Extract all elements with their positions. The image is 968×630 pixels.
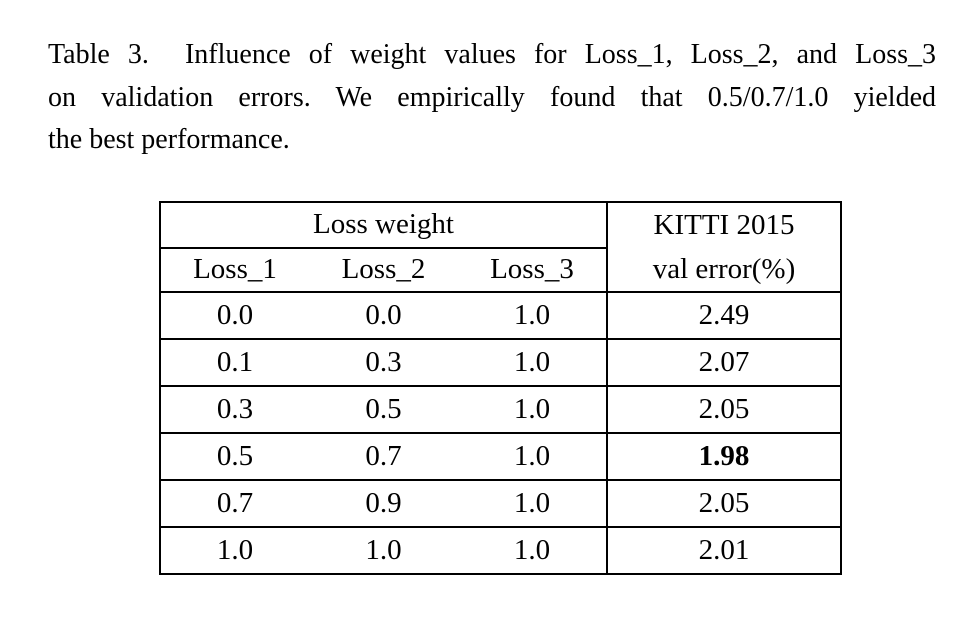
header-kitti-line1: KITTI 2015 [653,208,795,241]
cell-loss3: 1.0 [458,432,607,480]
caption-line-3: the best performance. [48,124,290,155]
cell-loss1: 0.1 [160,338,309,386]
header-row-columns: Loss_1 Loss_2 Loss_3 [160,248,841,293]
loss-weight-results-table: Loss weight KITTI 2015 val error(%) Loss… [159,201,842,575]
cell-loss2: 0.0 [309,291,458,339]
cell-val-error: 2.05 [606,479,841,527]
header-kitti: KITTI 2015 val error(%) [606,202,841,292]
cell-val-error-best: 1.98 [606,432,841,480]
header-loss1: Loss_1 [193,253,277,286]
cell-val-error: 2.49 [606,291,841,339]
table-row: 0.0 0.0 1.0 2.49 [160,291,841,339]
cell-val-error: 2.07 [606,338,841,386]
cell-loss2: 0.9 [309,479,458,527]
cell-loss1: 0.3 [160,385,309,433]
table-row: 1.0 1.0 1.0 2.01 [160,526,841,574]
caption-line-1: Table 3. Influence of weight values for … [48,39,936,70]
cell-loss2: 1.0 [309,526,458,574]
header-kitti-line2: val error(%) [652,252,796,285]
cell-loss1: 0.7 [160,479,309,527]
cell-loss1: 1.0 [160,526,309,574]
table-caption: Table 3. Influence of weight values for … [48,34,936,162]
cell-loss2: 0.7 [309,432,458,480]
header-loss3: Loss_3 [490,253,574,286]
cell-loss3: 1.0 [458,291,607,339]
header-loss2: Loss_2 [341,253,426,286]
cell-loss2: 0.3 [309,338,458,386]
cell-loss1: 0.0 [160,291,309,339]
header-loss-weight: Loss weight [160,202,607,249]
table-row: 0.7 0.9 1.0 2.05 [160,479,841,527]
caption-line-2: on validation errors. We empirically fou… [48,81,936,113]
cell-loss2: 0.5 [309,385,458,433]
cell-loss3: 1.0 [458,479,607,527]
cell-val-error: 2.05 [606,385,841,433]
table-row: 0.3 0.5 1.0 2.05 [160,385,841,433]
cell-loss3: 1.0 [458,338,607,386]
cell-val-error: 2.01 [606,526,841,574]
results-table-wrap: Loss weight KITTI 2015 val error(%) Loss… [159,201,842,575]
table-row: 0.1 0.3 1.0 2.07 [160,338,841,386]
table-row-best: 0.5 0.7 1.0 1.98 [160,432,841,480]
cell-loss3: 1.0 [458,526,607,574]
cell-loss3: 1.0 [458,385,607,433]
header-row-group: Loss weight KITTI 2015 val error(%) [160,202,841,292]
cell-loss1: 0.5 [160,432,309,480]
